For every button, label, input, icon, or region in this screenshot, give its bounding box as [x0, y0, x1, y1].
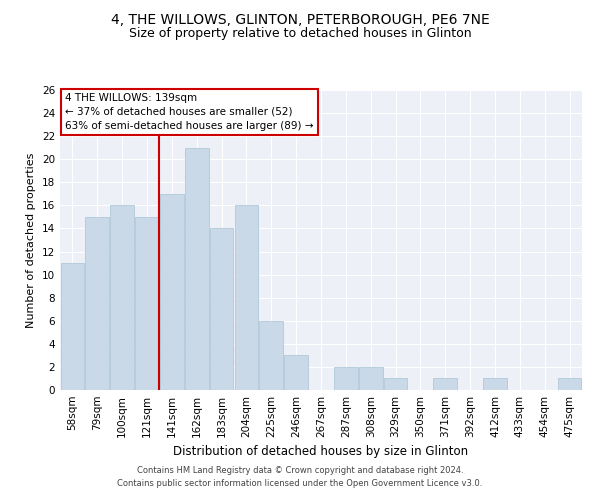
Bar — [160, 194, 184, 390]
Text: Size of property relative to detached houses in Glinton: Size of property relative to detached ho… — [128, 28, 472, 40]
Bar — [433, 378, 457, 390]
Bar — [185, 148, 209, 390]
Bar — [284, 356, 308, 390]
Text: 4, THE WILLOWS, GLINTON, PETERBOROUGH, PE6 7NE: 4, THE WILLOWS, GLINTON, PETERBOROUGH, P… — [110, 12, 490, 26]
Bar — [235, 206, 258, 390]
Y-axis label: Number of detached properties: Number of detached properties — [26, 152, 37, 328]
Bar — [135, 217, 159, 390]
Bar — [483, 378, 507, 390]
Bar — [110, 206, 134, 390]
Bar — [210, 228, 233, 390]
Text: Contains HM Land Registry data © Crown copyright and database right 2024.
Contai: Contains HM Land Registry data © Crown c… — [118, 466, 482, 487]
X-axis label: Distribution of detached houses by size in Glinton: Distribution of detached houses by size … — [173, 446, 469, 458]
Bar — [259, 321, 283, 390]
Bar — [334, 367, 358, 390]
Bar — [85, 217, 109, 390]
Bar — [359, 367, 383, 390]
Text: 4 THE WILLOWS: 139sqm
← 37% of detached houses are smaller (52)
63% of semi-deta: 4 THE WILLOWS: 139sqm ← 37% of detached … — [65, 93, 314, 131]
Bar — [558, 378, 581, 390]
Bar — [61, 263, 84, 390]
Bar — [384, 378, 407, 390]
